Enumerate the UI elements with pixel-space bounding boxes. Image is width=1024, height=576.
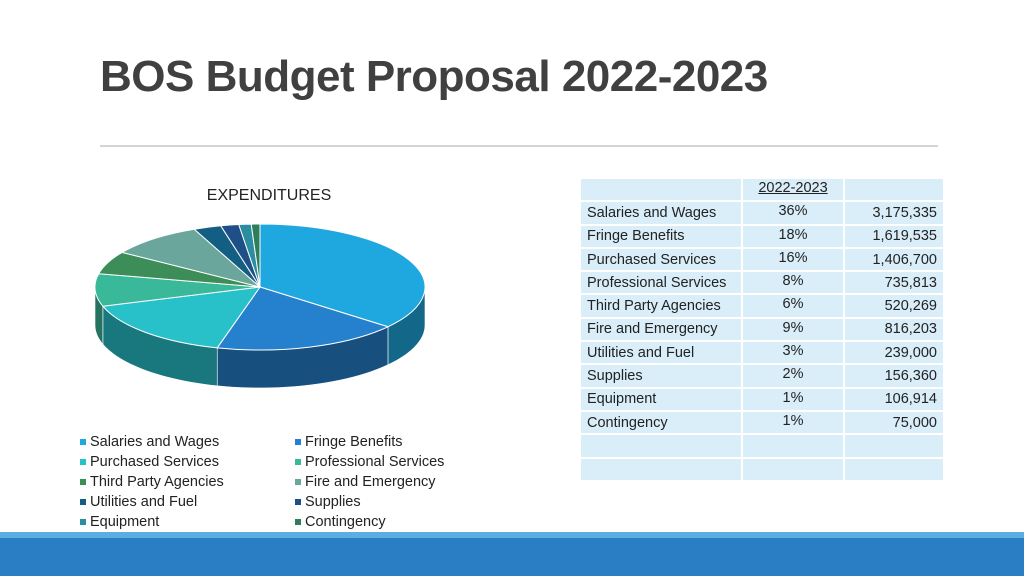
- chart-title: EXPENDITURES: [207, 187, 331, 204]
- legend-swatch: [295, 478, 301, 485]
- amount-cell: 816,203: [843, 316, 945, 343]
- amount-cell: 3,175,335: [843, 200, 945, 226]
- row-label-cell: Fire and Emergency: [579, 316, 743, 343]
- percent-cell: [741, 433, 845, 459]
- legend-swatch: [295, 518, 301, 525]
- pie-slice-contingency: [250, 223, 261, 288]
- expenditures-pie-chart: EXPENDITURES: [94, 187, 426, 389]
- amount-cell: 1,619,535: [843, 223, 945, 249]
- legend-item-utilities-and-fuel: Utilities and Fuel: [80, 493, 295, 510]
- row-label-cell: Fringe Benefits: [579, 223, 743, 249]
- percent-cell: 8%: [741, 270, 845, 296]
- row-label-cell: Equipment: [579, 386, 743, 412]
- amount-cell: 239,000: [843, 340, 945, 366]
- pie-slice-fire-and-emergency: [120, 228, 261, 288]
- legend-item-third-party-agencies: Third Party Agencies: [80, 473, 295, 490]
- legend-item-purchased-services: Purchased Services: [80, 453, 295, 470]
- table-row: Third Party Agencies 6% 520,269: [579, 293, 945, 319]
- percent-cell: 1%: [741, 409, 845, 436]
- legend-label: Supplies: [305, 493, 361, 510]
- legend-label: Purchased Services: [90, 453, 219, 470]
- pie-top-slices: [94, 223, 426, 351]
- table-row: Contingency 1% 75,000: [579, 409, 945, 436]
- title-divider: [100, 145, 938, 147]
- legend-item-contingency: Contingency: [295, 513, 510, 530]
- legend-label: Equipment: [90, 513, 160, 530]
- legend-item-professional-services: Professional Services: [295, 453, 510, 470]
- percent-cell: 1%: [741, 386, 845, 412]
- percent-cell: 2%: [741, 363, 845, 389]
- legend-label: Contingency: [305, 513, 386, 530]
- table-row: Purchased Services 16% 1,406,700: [579, 246, 945, 273]
- percent-cell: 16%: [741, 246, 845, 273]
- percent-cell: 18%: [741, 223, 845, 249]
- pie-slice-purchased-services: [101, 286, 262, 349]
- table-row: Professional Services 8% 735,813: [579, 270, 945, 296]
- table-row: Salaries and Wages 36% 3,175,335: [579, 200, 945, 226]
- legend-item-supplies: Supplies: [295, 493, 510, 510]
- percent-cell: 36%: [741, 200, 845, 226]
- amount-cell: 1,406,700: [843, 246, 945, 273]
- row-label-cell: [579, 456, 743, 482]
- legend-swatch: [80, 438, 86, 445]
- amount-cell: 106,914: [843, 386, 945, 412]
- table-row: Supplies 2% 156,360: [579, 363, 945, 389]
- legend-label: Fringe Benefits: [305, 433, 403, 450]
- row-label-cell: Contingency: [579, 409, 743, 436]
- table-row: Equipment 1% 106,914: [579, 386, 945, 412]
- legend-swatch: [295, 458, 301, 465]
- legend-swatch: [295, 438, 301, 445]
- percent-cell: 6%: [741, 293, 845, 319]
- amount-cell: 735,813: [843, 270, 945, 296]
- legend-swatch: [295, 498, 301, 505]
- legend-item-fringe-benefits: Fringe Benefits: [295, 433, 510, 450]
- row-label-cell: Utilities and Fuel: [579, 340, 743, 366]
- table-row: [579, 456, 945, 482]
- legend-swatch: [80, 458, 86, 465]
- amount-cell: [843, 433, 945, 459]
- row-label-cell: Third Party Agencies: [579, 293, 743, 319]
- percent-cell: 9%: [741, 316, 845, 343]
- table-row: [579, 433, 945, 459]
- row-label-cell: Salaries and Wages: [579, 200, 743, 226]
- legend-item-fire-and-emergency: Fire and Emergency: [295, 473, 510, 490]
- table-row: Fire and Emergency 9% 816,203: [579, 316, 945, 343]
- legend-label: Third Party Agencies: [90, 473, 224, 490]
- percent-cell: [741, 456, 845, 482]
- amount-cell: [843, 456, 945, 482]
- legend-label: Professional Services: [305, 453, 445, 470]
- legend-label: Salaries and Wages: [90, 433, 220, 450]
- amount-cell: 156,360: [843, 363, 945, 389]
- row-label-cell: Purchased Services: [579, 246, 743, 273]
- table-header-cell: 2022-2023: [741, 176, 845, 203]
- percent-cell: 3%: [741, 340, 845, 366]
- legend-label: Utilities and Fuel: [90, 493, 198, 510]
- legend-swatch: [80, 498, 86, 505]
- footer-bar: [0, 538, 1024, 576]
- row-label-cell: Professional Services: [579, 270, 743, 296]
- legend-label: Fire and Emergency: [305, 473, 436, 490]
- amount-cell: 520,269: [843, 293, 945, 319]
- table-header-row: 2022-2023: [579, 176, 945, 203]
- expenditures-table: 2022-2023 Salaries and Wages 36% 3,175,335 F…: [579, 176, 945, 482]
- table-row: Utilities and Fuel 3% 239,000: [579, 340, 945, 366]
- legend-item-salaries-and-wages: Salaries and Wages: [80, 433, 295, 450]
- legend-swatch: [80, 478, 86, 485]
- legend-swatch: [80, 518, 86, 525]
- table-header-cell: [579, 176, 743, 203]
- chart-legend: Salaries and Wages Fringe Benefits Purchas…: [80, 433, 520, 530]
- footer-accent-bar: [0, 532, 1024, 538]
- pie-slice-fringe-benefits: [216, 286, 390, 351]
- slide-title: BOS Budget Proposal 2022-2023: [100, 52, 768, 101]
- legend-item-equipment: Equipment: [80, 513, 295, 530]
- table-header-cell: [843, 176, 945, 203]
- row-label-cell: [579, 433, 743, 459]
- table-row: Fringe Benefits 18% 1,619,535: [579, 223, 945, 249]
- pie-slice-professional-services: [94, 273, 261, 307]
- pie-slice-salaries-and-wages: [259, 223, 426, 328]
- row-label-cell: Supplies: [579, 363, 743, 389]
- amount-cell: 75,000: [843, 409, 945, 436]
